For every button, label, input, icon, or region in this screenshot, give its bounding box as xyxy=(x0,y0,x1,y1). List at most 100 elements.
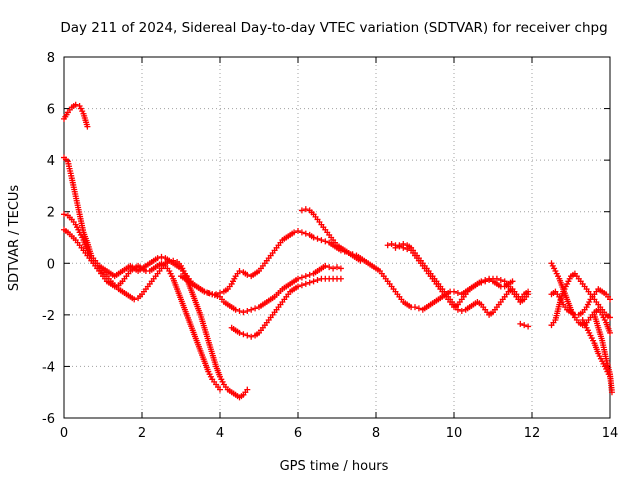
data-point-marker xyxy=(326,264,333,271)
data-point-marker xyxy=(236,307,243,314)
data-point-marker xyxy=(415,305,422,312)
data-point-marker xyxy=(298,282,305,289)
data-point-marker xyxy=(497,277,504,284)
data-point-marker xyxy=(248,333,255,340)
data-point-marker xyxy=(314,277,321,284)
data-point-marker xyxy=(244,386,251,393)
data-point-marker xyxy=(400,244,407,251)
data-points xyxy=(61,101,615,401)
data-point-marker xyxy=(111,283,118,290)
data-point-marker xyxy=(392,244,399,251)
data-point-marker xyxy=(72,101,79,108)
data-point-marker xyxy=(302,230,309,237)
y-tick-label: -4 xyxy=(42,360,55,375)
y-tick-label: -2 xyxy=(42,309,55,324)
data-point-marker xyxy=(454,306,461,313)
series-arc-11 xyxy=(548,260,613,336)
data-point-marker xyxy=(291,229,298,236)
data-point-marker xyxy=(607,314,613,321)
data-point-marker xyxy=(478,278,485,285)
y-tick-label: 6 xyxy=(47,103,55,118)
x-tick-label: 10 xyxy=(446,426,463,441)
series-arc-5 xyxy=(178,262,344,316)
data-point-marker xyxy=(240,309,247,316)
data-point-marker xyxy=(454,289,461,296)
data-point-marker xyxy=(302,206,309,213)
x-tick-label: 14 xyxy=(602,426,619,441)
data-point-marker xyxy=(295,228,301,235)
data-point-marker xyxy=(337,275,344,282)
data-point-marker xyxy=(509,278,516,285)
data-point-marker xyxy=(607,296,613,303)
series-arc-3 xyxy=(61,211,251,401)
chart-title: Day 211 of 2024, Sidereal Day-to-day VTE… xyxy=(60,20,607,36)
data-point-marker xyxy=(236,268,243,275)
data-point-marker xyxy=(322,262,329,269)
x-tick-label: 0 xyxy=(60,426,68,441)
data-point-marker xyxy=(318,237,325,244)
data-point-marker xyxy=(244,332,251,339)
data-point-marker xyxy=(158,253,165,260)
data-point-marker xyxy=(330,265,337,272)
data-point-marker xyxy=(306,279,313,286)
data-point-marker xyxy=(337,265,344,272)
data-point-marker xyxy=(493,275,500,282)
grid-lines xyxy=(64,57,610,418)
data-point-marker xyxy=(170,257,177,264)
data-point-marker xyxy=(131,296,138,303)
series-arc-13 xyxy=(548,286,613,318)
series-arc-15 xyxy=(591,311,615,396)
y-tick-label: -6 xyxy=(42,412,55,427)
plot-frame xyxy=(63,56,611,419)
data-point-marker xyxy=(310,234,317,241)
data-point-marker xyxy=(295,275,301,282)
data-point-marker xyxy=(298,207,305,214)
data-point-marker xyxy=(357,257,364,264)
data-point-marker xyxy=(61,211,67,218)
series-arc-4 xyxy=(61,226,223,393)
data-point-marker xyxy=(248,306,255,313)
series-arc-6 xyxy=(228,275,344,340)
data-point-marker xyxy=(302,280,309,287)
data-point-marker xyxy=(525,323,532,330)
series-arc-9 xyxy=(392,243,532,311)
series-arc-2 xyxy=(61,154,516,313)
series-arc-12 xyxy=(548,270,613,329)
x-tick-label: 4 xyxy=(216,426,224,441)
y-axis-ticks: -6 -4 -2 0 2 4 6 8 xyxy=(42,51,610,427)
data-point-marker xyxy=(607,329,613,336)
data-point-marker xyxy=(384,242,391,249)
data-point-marker xyxy=(84,123,91,130)
data-point-marker xyxy=(458,307,465,314)
data-point-marker xyxy=(482,277,489,284)
data-point-marker xyxy=(240,331,247,338)
series-arc-10 xyxy=(517,320,532,330)
x-tick-label: 12 xyxy=(524,426,541,441)
data-point-marker xyxy=(451,288,457,295)
data-point-marker xyxy=(608,389,615,396)
x-tick-label: 8 xyxy=(372,426,380,441)
x-tick-label: 2 xyxy=(138,426,146,441)
data-point-marker xyxy=(252,305,259,312)
data-point-marker xyxy=(298,229,305,236)
y-tick-label: 2 xyxy=(47,206,55,221)
y-tick-label: 0 xyxy=(47,257,55,272)
data-point-marker xyxy=(236,329,243,336)
data-point-marker xyxy=(302,273,309,280)
data-point-marker xyxy=(244,307,251,314)
data-point-marker xyxy=(314,235,321,242)
data-point-marker xyxy=(244,271,251,278)
data-point-marker xyxy=(521,322,528,329)
series-arc-1 xyxy=(61,101,91,130)
y-axis-label: SDTVAR / TECUs xyxy=(7,185,22,292)
data-point-marker xyxy=(322,238,329,245)
data-point-marker xyxy=(396,243,403,250)
data-point-marker xyxy=(517,320,524,327)
series-arc-7 xyxy=(298,206,364,264)
x-axis-ticks: 0 2 4 6 8 10 12 14 xyxy=(60,57,618,441)
x-tick-label: 6 xyxy=(294,426,302,441)
data-point-marker xyxy=(412,304,418,311)
data-point-marker xyxy=(217,386,223,393)
data-point-marker xyxy=(525,291,532,298)
